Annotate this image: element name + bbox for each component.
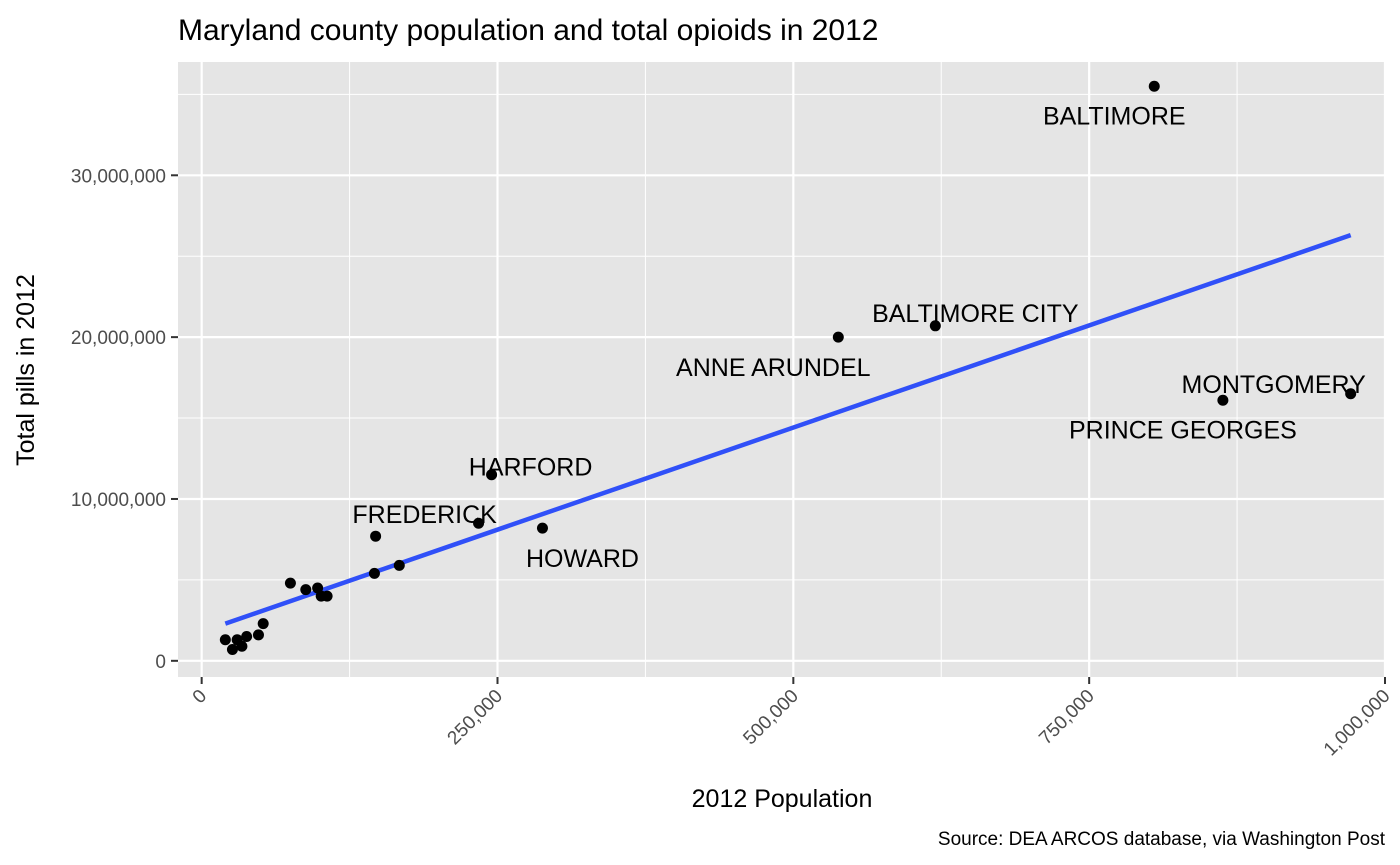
point-label: FREDERICK — [352, 501, 497, 529]
x-tick-label: 250,000 — [444, 686, 507, 749]
chart-title: Maryland county population and total opi… — [178, 14, 879, 47]
data-point — [284, 577, 296, 589]
data-point — [236, 640, 248, 652]
data-point — [321, 590, 333, 602]
data-point — [393, 559, 405, 571]
point-label: BALTIMORE — [1043, 102, 1186, 130]
data-point — [486, 469, 498, 481]
data-point — [536, 522, 548, 534]
trend-line — [224, 233, 1352, 626]
point-label: MONTGOMERY — [1182, 371, 1367, 399]
x-tick-label: 500,000 — [739, 686, 802, 749]
x-tick-label: 0 — [189, 686, 211, 708]
data-points — [219, 80, 1357, 655]
data-point — [370, 530, 382, 542]
y-tick-label: 30,000,000 — [71, 166, 166, 187]
x-tick-label: 750,000 — [1035, 686, 1098, 749]
point-label: BALTIMORE CITY — [872, 300, 1079, 328]
data-point — [368, 567, 380, 579]
data-point — [1217, 394, 1229, 406]
data-point — [257, 618, 269, 630]
y-tick-label: 0 — [155, 652, 166, 673]
y-tick-label: 20,000,000 — [71, 328, 166, 349]
point-label: PRINCE GEORGES — [1069, 416, 1297, 444]
x-axis-title: 2012 Population — [692, 785, 873, 813]
data-point — [226, 643, 238, 655]
chart-caption: Source: DEA ARCOS database, via Washingt… — [938, 829, 1386, 850]
data-point — [241, 631, 253, 643]
data-point — [473, 517, 485, 529]
y-axis-title: Total pills in 2012 — [12, 274, 40, 466]
data-point — [832, 331, 844, 343]
data-point — [1148, 80, 1160, 92]
x-tick-label: 1,000,000 — [1320, 686, 1395, 761]
data-point — [252, 629, 264, 641]
point-label: ANNE ARUNDEL — [676, 354, 871, 382]
data-point — [300, 584, 312, 596]
trend-line-layer — [224, 233, 1352, 626]
data-point — [1345, 388, 1357, 400]
point-label: HOWARD — [526, 545, 639, 573]
data-point — [929, 320, 941, 332]
point-label: HARFORD — [469, 454, 593, 482]
y-tick-label: 10,000,000 — [71, 490, 166, 511]
data-point — [219, 634, 231, 646]
grid-lines — [178, 62, 1387, 677]
